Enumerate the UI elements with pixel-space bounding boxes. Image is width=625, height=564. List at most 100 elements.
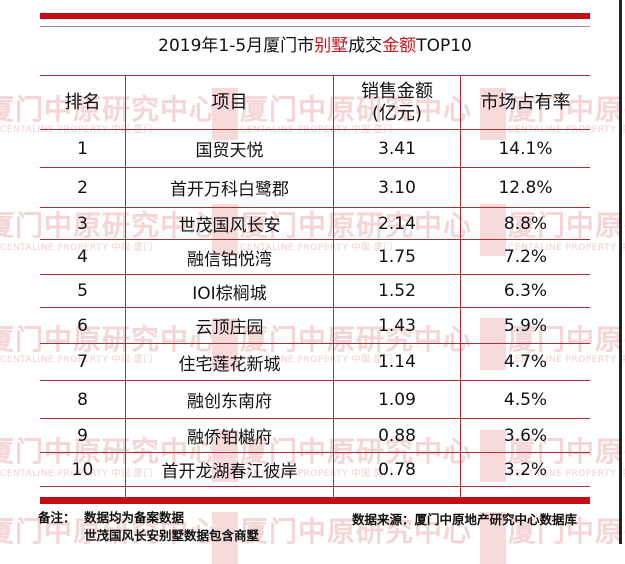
cell-project: 融侨铂樾府	[187, 428, 272, 448]
watermark-text: 厦门中原研究中心	[240, 93, 473, 126]
cell-project: 住宅莲花新城	[178, 354, 281, 375]
watermark-text: 厦门中原研究中心	[0, 515, 219, 548]
watermark-text: 厦门中原研究中心	[508, 93, 625, 126]
data-source: 数据来源：厦门中原地产研究中心数据库	[352, 512, 578, 527]
cell-share: 3.2%	[503, 459, 548, 480]
cell-sales: 1.52	[378, 281, 416, 301]
cell-project: IOI棕榈城	[192, 283, 267, 304]
row-divider	[40, 167, 590, 168]
cell-project: 国贸天悦	[195, 141, 264, 161]
cell-rank: 5	[77, 281, 88, 301]
cell-share: 3.6%	[503, 425, 548, 446]
cell-rank: 2	[77, 177, 88, 198]
cell-sales: 2.14	[378, 213, 416, 234]
header-share: 市场占有率	[480, 91, 571, 113]
note-line-1: 数据均为备案数据	[84, 510, 185, 525]
bottom-red-bar	[40, 497, 590, 504]
watermark-subtext: CENTALINE PROPERTY 中国·厦门	[508, 355, 625, 365]
header-rank: 排名	[64, 91, 101, 113]
cell-rank: 6	[77, 315, 88, 336]
title-highlight-amount: 金额	[382, 36, 417, 56]
cell-sales: 1.75	[378, 247, 416, 267]
title-prefix: 2019年1-5月厦门市	[158, 36, 315, 56]
watermark-subtext: CENTALINE PROPERTY 中国·厦门	[0, 469, 153, 479]
header-project: 项目	[211, 91, 248, 113]
cell-project: 融创东南府	[187, 392, 272, 412]
cell-rank: 10	[71, 459, 94, 480]
row-divider	[40, 274, 590, 275]
cell-share: 14.1%	[498, 138, 553, 159]
row-divider	[40, 343, 590, 344]
watermark-text: 厦门中原研究中心	[240, 209, 473, 242]
cell-sales: 3.41	[378, 138, 416, 159]
watermark-subtext: CENTALINE PROPERTY 中国·厦门	[240, 125, 393, 135]
column-divider	[333, 75, 334, 497]
column-divider	[125, 75, 126, 497]
watermark-logo-icon	[480, 204, 506, 256]
row-divider	[40, 380, 590, 381]
cell-project: 云顶庄园	[195, 318, 264, 338]
cell-sales: 1.09	[378, 389, 416, 410]
watermark-text: 厦门中原研究中心	[240, 515, 473, 548]
cell-sales: 3.10	[378, 177, 416, 198]
watermark-logo-icon	[212, 204, 238, 256]
watermark-subtext: CENTALINE PROPERTY 中国·厦门	[240, 355, 393, 365]
note-label: 备注：	[38, 510, 76, 525]
cell-share: 4.5%	[503, 389, 548, 410]
cell-sales: 1.14	[378, 352, 416, 372]
row-divider	[40, 307, 590, 308]
row-divider	[40, 239, 590, 240]
cell-share: 5.9%	[503, 315, 548, 336]
watermark-subtext: CENTALINE PROPERTY 中国·厦门	[240, 243, 393, 253]
header-sales: 销售金额 (亿元)	[334, 76, 460, 129]
watermark-text: 厦门中原研究中心	[0, 323, 219, 356]
cell-project: 首开龙湖春江彼岸	[161, 462, 298, 482]
watermark-logo-icon	[480, 318, 506, 370]
cell-share: 7.2%	[503, 247, 548, 267]
cell-project: 世茂国风长安	[178, 216, 281, 236]
watermark-logo-icon	[480, 88, 506, 140]
cell-project: 融信铂悦湾	[187, 249, 272, 270]
cell-project: 首开万科白鹭郡	[170, 180, 289, 200]
cell-sales: 0.78	[378, 459, 416, 480]
watermark-subtext: CENTALINE PROPERTY 中国·厦门	[0, 355, 153, 365]
cell-rank: 8	[77, 389, 88, 410]
cell-sales: 1.43	[378, 315, 416, 336]
watermark-text: 厦门中原研究中心	[0, 93, 219, 126]
watermark-text: 厦门中原研究中心	[508, 323, 625, 356]
cell-rank: 1	[77, 138, 88, 159]
watermark-subtext: CENTALINE PROPERTY 中国·厦门	[508, 125, 625, 135]
cell-rank: 3	[77, 213, 88, 234]
watermark-text: 厦门中原研究中心	[508, 515, 625, 548]
cell-rank: 4	[77, 247, 88, 267]
note-line-2: 世茂国风长安别墅数据包含商墅	[84, 528, 260, 543]
watermark-logo-icon	[212, 88, 238, 140]
watermark-text: 厦门中原研究中心	[0, 435, 219, 468]
watermark-subtext: CENTALINE PROPERTY 中国·厦门	[0, 125, 153, 135]
cell-share: 12.8%	[498, 177, 553, 198]
column-divider	[460, 75, 461, 497]
watermark-text: 厦门中原研究中心	[240, 435, 473, 468]
cell-share: 8.8%	[503, 213, 548, 234]
title-middle: 成交	[348, 36, 383, 56]
page-title: 2019年1-5月厦门市别墅成交金额TOP10	[40, 32, 590, 60]
row-divider	[40, 129, 590, 130]
watermark-text: 厦门中原研究中心	[508, 209, 625, 242]
title-highlight-villa: 别墅	[314, 36, 349, 56]
cell-sales: 0.88	[378, 425, 416, 446]
watermark-text: 厦门中原研究中心	[0, 209, 219, 242]
cell-share: 6.3%	[503, 281, 548, 301]
header-sales-label: 销售金额	[361, 80, 433, 102]
row-divider	[40, 452, 590, 453]
watermark-subtext: CENTALINE PROPERTY 中国·厦门	[0, 243, 153, 253]
cell-rank: 7	[77, 352, 88, 372]
watermark-subtext: CENTALINE PROPERTY 中国·厦门	[240, 469, 393, 479]
row-divider	[40, 207, 590, 208]
title-suffix: TOP10	[416, 36, 472, 56]
cell-rank: 9	[77, 425, 88, 446]
top-red-bar	[40, 13, 590, 19]
watermark-subtext: CENTALINE PROPERTY 中国·厦门	[508, 469, 625, 479]
watermark-text: 厦门中原研究中心	[508, 435, 625, 468]
watermark-subtext: CENTALINE PROPERTY 中国·厦门	[508, 243, 625, 253]
watermark-logo-icon	[212, 430, 238, 482]
